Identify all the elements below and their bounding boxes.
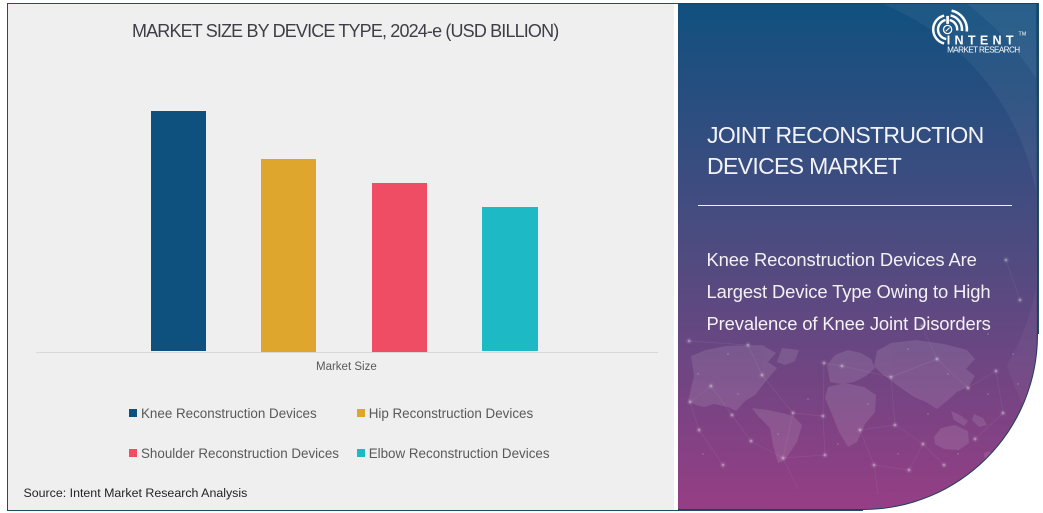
- svg-text:INTENT: INTENT: [946, 34, 1017, 48]
- svg-text:TM: TM: [1018, 32, 1026, 38]
- svg-text:MARKET RESEARCH: MARKET RESEARCH: [947, 46, 1020, 55]
